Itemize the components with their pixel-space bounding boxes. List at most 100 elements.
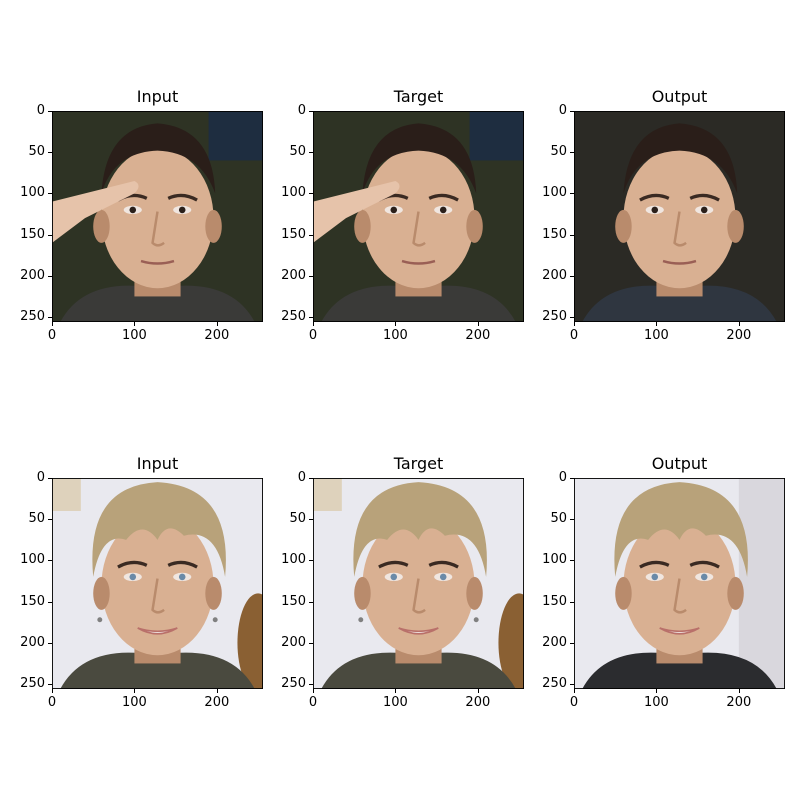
nose (151, 578, 165, 614)
x-tick-mark (477, 689, 479, 693)
hair (101, 123, 216, 194)
y-tick-mark (309, 642, 313, 644)
x-tick-mark (216, 689, 218, 693)
left-iris (129, 206, 137, 214)
axes-frame (51, 477, 264, 690)
mouth (662, 259, 697, 265)
x-tick-mark (52, 689, 53, 693)
y-tick-label: 250 (20, 309, 45, 325)
right-earring (473, 617, 479, 623)
y-tick-label: 100 (281, 185, 306, 201)
x-tick-label: 200 (726, 695, 752, 710)
y-tick-label: 200 (20, 267, 45, 283)
x-tick-mark (738, 689, 740, 693)
right-eyebrow (689, 193, 720, 202)
y-tick-label: 100 (542, 185, 567, 201)
y-tick-mark (48, 193, 52, 195)
panel-title: Target (393, 87, 444, 106)
x-tick-mark (395, 322, 397, 326)
image-panel-input (51, 477, 279, 693)
y-tick-mark (48, 152, 52, 154)
face-image (573, 110, 786, 323)
mouth (398, 627, 439, 635)
image-panel-target (312, 110, 525, 323)
y-tick-mark (570, 111, 574, 112)
right-eyebrow (428, 560, 459, 569)
y-tick-mark (309, 317, 313, 319)
panel-title: Output (651, 454, 708, 473)
y-tick-label: 100 (542, 552, 567, 568)
y-tick-label: 200 (281, 634, 306, 650)
left-iris (129, 573, 137, 581)
y-tick-mark (48, 684, 52, 686)
mouth (659, 627, 700, 635)
panel-title: Input (136, 87, 179, 106)
left-ear (615, 576, 632, 610)
panel-title: Input (136, 454, 179, 473)
nose (151, 211, 165, 247)
right-eyebrow (689, 560, 720, 569)
y-tick-mark (309, 601, 313, 603)
hair (623, 123, 738, 194)
x-tick-label: 0 (308, 328, 318, 343)
y-tick-mark (48, 601, 52, 603)
x-tick-mark (477, 322, 479, 326)
x-tick-label: 100 (644, 695, 669, 710)
x-tick-label: 0 (569, 695, 579, 710)
y-tick-label: 50 (289, 511, 306, 527)
y-tick-label: 150 (281, 226, 306, 242)
image-panel-output (573, 110, 786, 323)
shoulders (582, 652, 777, 689)
y-tick-label: 0 (558, 103, 567, 118)
y-tick-label: 200 (542, 634, 567, 650)
y-tick-mark (309, 234, 313, 236)
hair (92, 482, 226, 577)
y-tick-label: 50 (550, 144, 567, 160)
panel-title: Target (393, 454, 444, 473)
x-tick-mark (738, 322, 740, 326)
x-tick-mark (313, 322, 314, 326)
left-eyebrow (117, 560, 148, 569)
y-tick-label: 0 (36, 470, 45, 485)
poster-text-patch (313, 478, 342, 511)
right-eyebrow (167, 560, 198, 569)
y-tick-label: 250 (542, 676, 567, 692)
y-tick-mark (570, 193, 574, 195)
y-tick-label: 0 (297, 470, 306, 485)
axes-frame (573, 110, 786, 323)
right-ear (466, 576, 483, 610)
x-tick-label: 200 (204, 328, 230, 343)
nose (673, 578, 687, 614)
y-tick-label: 200 (20, 634, 45, 650)
right-iris (439, 573, 447, 581)
right-ear (727, 209, 744, 243)
panel-title: Output (651, 87, 708, 106)
y-tick-mark (48, 560, 52, 562)
left-ear (93, 209, 110, 243)
image-panel-input (51, 110, 264, 323)
y-tick-mark (309, 560, 313, 562)
left-eyebrow (639, 193, 670, 202)
nose (673, 211, 687, 247)
x-tick-mark (134, 689, 136, 693)
left-ear (615, 209, 632, 243)
y-tick-mark (570, 152, 574, 154)
shoulders (60, 285, 255, 322)
y-tick-label: 50 (28, 511, 45, 527)
y-tick-label: 0 (297, 103, 306, 118)
y-tick-mark (309, 478, 313, 479)
right-ear (727, 576, 744, 610)
y-tick-mark (48, 111, 52, 112)
face-image (312, 110, 525, 323)
y-tick-label: 250 (20, 676, 45, 692)
y-tick-label: 150 (20, 226, 45, 242)
y-tick-label: 250 (281, 309, 306, 325)
y-tick-mark (48, 234, 52, 236)
hair (353, 482, 487, 577)
y-tick-mark (570, 519, 574, 521)
y-tick-mark (309, 111, 313, 112)
mouth (137, 627, 178, 635)
right-ear (205, 576, 222, 610)
right-eyebrow (428, 193, 459, 202)
